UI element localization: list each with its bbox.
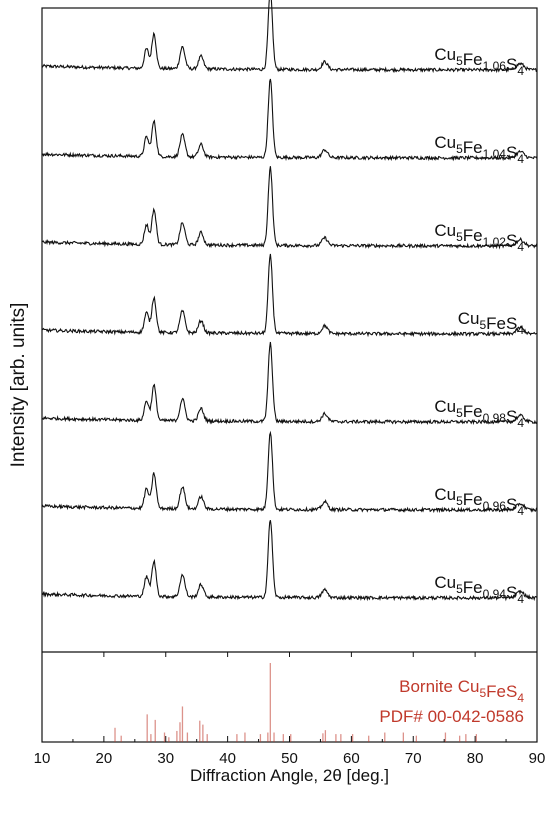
xrd-trace (41, 0, 537, 74)
series-label: Cu5Fe1.04S4 (434, 133, 524, 166)
xrd-trace (41, 520, 538, 602)
reference-pdf-label: PDF# 00-042-0586 (379, 707, 524, 726)
x-tick-label: 90 (529, 750, 546, 767)
xrd-trace (41, 430, 538, 514)
series-label: Cu5Fe1.06S4 (434, 45, 524, 78)
series-label: Cu5FeS4 (458, 309, 525, 337)
reference-phase-label: Bornite Cu5FeS4 (399, 677, 524, 705)
xrd-trace (41, 78, 538, 162)
x-axis-label: Diffraction Angle, 2θ [deg.] (190, 766, 389, 785)
x-tick-label: 40 (219, 750, 236, 767)
series-label: Cu5Fe0.94S4 (434, 573, 524, 606)
x-tick-label: 30 (157, 750, 174, 767)
x-tick-label: 20 (96, 750, 113, 767)
series-label: Cu5Fe0.98S4 (434, 397, 524, 430)
x-tick-label: 60 (343, 750, 360, 767)
series-label: Cu5Fe0.96S4 (434, 485, 524, 518)
x-tick-label: 80 (467, 750, 484, 767)
x-tick-label: 70 (405, 750, 422, 767)
trace-group (41, 0, 538, 602)
xrd-trace (41, 341, 538, 426)
x-tick-label: 50 (281, 750, 298, 767)
xrd-trace (41, 253, 538, 338)
plot-frame (41, 7, 538, 743)
y-axis-label: Intensity [arb. units] (8, 303, 29, 468)
xrd-trace (41, 166, 538, 250)
reference-sticks (114, 663, 478, 742)
x-tick-label: 10 (34, 750, 51, 767)
series-label: Cu5Fe1.02S4 (434, 221, 524, 254)
